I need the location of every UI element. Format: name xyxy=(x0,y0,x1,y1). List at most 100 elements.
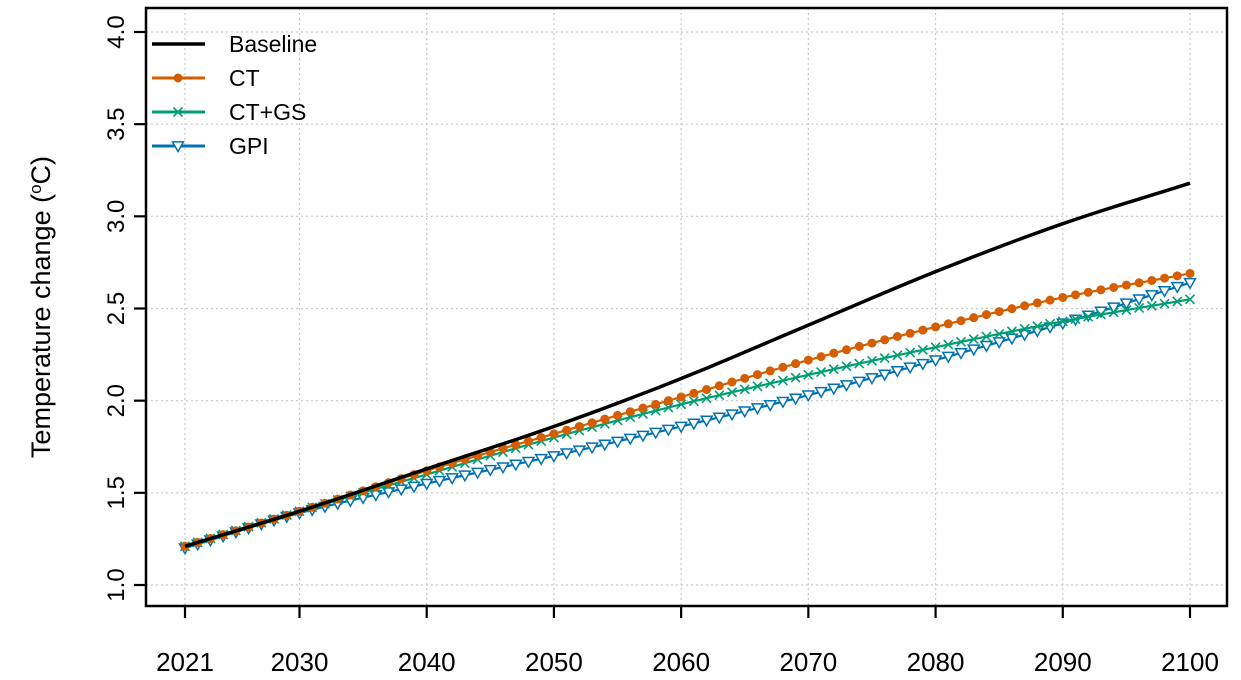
data-point xyxy=(1071,290,1081,300)
data-point xyxy=(523,436,533,446)
data-point xyxy=(752,370,762,380)
data-point-stroke xyxy=(777,375,788,386)
data-point xyxy=(979,340,994,353)
data-point xyxy=(1183,277,1197,290)
data-point-stroke xyxy=(981,331,992,342)
legend-label: GPI xyxy=(229,133,269,159)
data-point xyxy=(394,484,409,497)
data-point xyxy=(981,310,991,320)
data-point xyxy=(1007,304,1017,314)
data-point xyxy=(1146,300,1157,311)
x-tick-label: 2080 xyxy=(907,647,965,677)
data-point xyxy=(740,373,750,383)
data-point xyxy=(994,307,1004,317)
data-point xyxy=(1006,326,1017,337)
data-point xyxy=(1017,329,1032,342)
x-tick-label: 2060 xyxy=(652,647,710,677)
data-point xyxy=(674,421,688,434)
data-point-stroke xyxy=(879,352,890,364)
legend-marker xyxy=(171,141,185,154)
data-point xyxy=(636,430,650,443)
data-point xyxy=(776,396,790,409)
legend-marker xyxy=(173,73,183,83)
data-point xyxy=(676,399,687,410)
data-point xyxy=(407,481,421,494)
x-tick-label: 2100 xyxy=(1161,647,1219,677)
legend-item: GPI xyxy=(152,133,269,159)
data-point-stroke xyxy=(1172,296,1183,307)
data-point-stroke xyxy=(1006,326,1017,337)
data-point xyxy=(842,345,852,355)
data-point xyxy=(1108,307,1119,318)
data-point xyxy=(610,436,625,449)
data-point xyxy=(549,429,559,439)
data-point xyxy=(419,478,434,491)
data-point-stroke xyxy=(930,342,941,353)
x-tick-label: 2030 xyxy=(271,647,329,677)
data-point xyxy=(1121,305,1132,316)
data-point xyxy=(689,388,699,398)
data-point xyxy=(1045,295,1055,305)
data-point xyxy=(763,399,777,412)
data-point xyxy=(714,390,725,401)
data-point xyxy=(1057,316,1068,327)
data-point xyxy=(1132,294,1146,307)
data-point xyxy=(1157,285,1172,298)
data-point xyxy=(828,364,839,375)
data-point xyxy=(803,355,813,365)
data-point xyxy=(1160,273,1170,283)
data-point xyxy=(827,383,841,396)
data-point xyxy=(943,319,953,329)
data-point xyxy=(1083,287,1093,297)
data-point xyxy=(712,412,727,425)
data-point xyxy=(470,467,485,480)
data-point xyxy=(458,470,472,483)
data-point xyxy=(880,335,890,345)
y-axis-label: Temperature change (oC) xyxy=(26,156,57,458)
data-point xyxy=(1119,298,1134,311)
data-point xyxy=(702,385,712,395)
data-point xyxy=(917,344,928,355)
data-point xyxy=(816,352,826,362)
legend-marker-stroke xyxy=(172,106,184,118)
data-point xyxy=(752,381,763,392)
data-point xyxy=(877,369,892,382)
data-point xyxy=(688,396,699,407)
data-point-stroke xyxy=(841,361,852,372)
data-point-stroke xyxy=(943,339,954,350)
data-point xyxy=(1095,309,1107,320)
data-point-stroke xyxy=(968,334,979,345)
data-point xyxy=(663,402,674,413)
x-axis: 2021 2030 2040 2050 2060 2070 2080 2090 2100 xyxy=(156,606,1219,677)
data-point xyxy=(854,341,864,351)
legend-marker xyxy=(172,106,184,118)
data-point-stroke xyxy=(790,372,801,383)
x-tick-label: 2070 xyxy=(779,647,837,677)
data-point xyxy=(651,399,661,409)
x-tick-label: 2050 xyxy=(525,647,583,677)
data-point xyxy=(801,390,816,403)
data-point xyxy=(623,433,638,446)
data-point xyxy=(587,418,597,428)
grid xyxy=(146,8,1227,606)
data-point xyxy=(954,348,968,360)
data-point xyxy=(966,344,981,357)
data-point-stroke xyxy=(866,355,878,366)
series-baseline xyxy=(184,181,1191,548)
data-point xyxy=(814,386,828,399)
data-point xyxy=(931,322,941,332)
data-point xyxy=(1172,296,1183,307)
data-point xyxy=(852,376,867,389)
data-point xyxy=(903,362,917,375)
data-point xyxy=(1121,280,1131,290)
data-point xyxy=(905,347,916,358)
x-tick-label: 2021 xyxy=(156,647,214,677)
data-point-stroke xyxy=(1057,316,1068,327)
data-point xyxy=(892,350,903,361)
data-point xyxy=(1032,298,1042,308)
y-tick-label: 4.0 xyxy=(103,15,130,48)
data-point xyxy=(1106,302,1121,315)
data-point xyxy=(521,456,536,469)
data-point xyxy=(892,332,902,342)
data-point xyxy=(714,381,724,391)
